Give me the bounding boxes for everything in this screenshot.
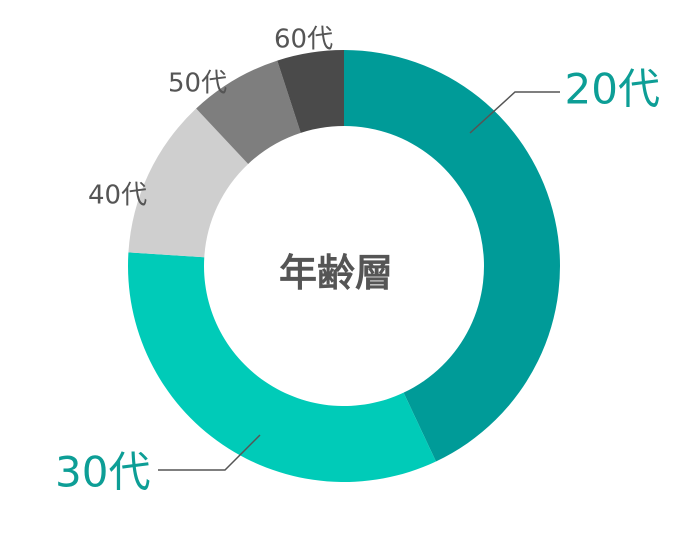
slice-40代 (128, 108, 249, 258)
slice-60代 (277, 50, 344, 133)
slices-group (127, 50, 560, 483)
slice-30代 (127, 252, 436, 483)
leader-line-20代 (469, 91, 560, 134)
labels-group: 20代 30代 40代 50代 60代 (55, 25, 660, 497)
leader-lines-group (158, 91, 560, 471)
center-label: 年齢層 (279, 251, 393, 295)
slice-label-20代: 20代 (565, 65, 660, 114)
slice-20代 (344, 50, 560, 462)
slice-label-40代: 40代 (88, 181, 147, 211)
slice-label-30代: 30代 (55, 448, 150, 497)
leader-line-30代 (158, 434, 261, 471)
slice-label-50代: 50代 (168, 69, 227, 99)
slice-50代 (196, 60, 301, 164)
slice-label-60代: 60代 (274, 25, 333, 55)
